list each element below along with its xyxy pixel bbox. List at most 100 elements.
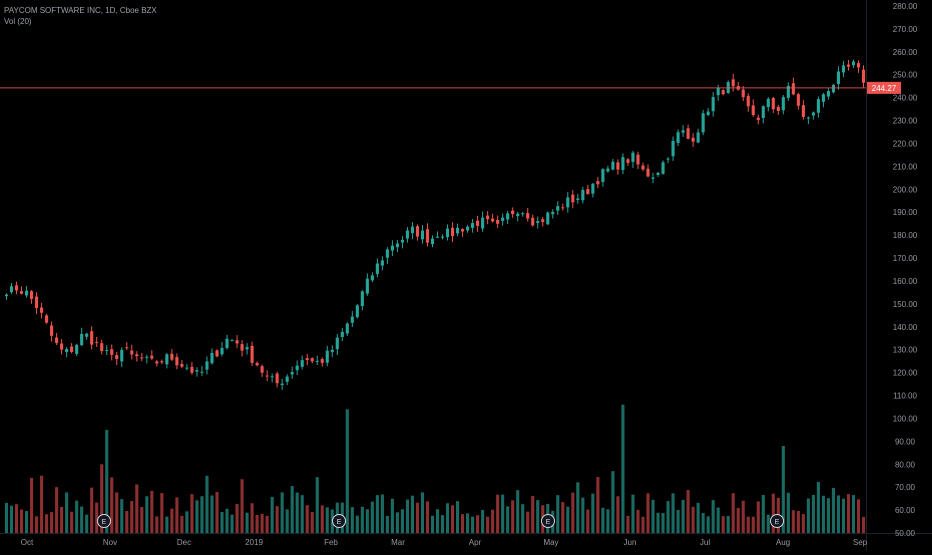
time-tick-label: Apr [469, 538, 482, 547]
candle-body [105, 349, 109, 351]
candle-body [340, 331, 344, 338]
volume-bar [646, 493, 650, 533]
candle-body [300, 360, 304, 367]
volume-bar [826, 498, 830, 533]
volume-bar [606, 509, 610, 533]
candle-body [646, 168, 650, 177]
candle-body [85, 333, 89, 337]
volume-bar [746, 516, 750, 533]
volume-bar [596, 476, 600, 533]
price-tick-label: 210.00 [893, 162, 918, 171]
volume-bar [410, 495, 415, 533]
time-tick-label: Dec [177, 538, 191, 547]
candle-body [846, 64, 851, 67]
volume-bar [345, 409, 349, 533]
candle-body [676, 132, 680, 143]
volume-bar [350, 507, 354, 533]
volume-bar [35, 516, 39, 533]
earnings-marker-label: E [546, 519, 551, 526]
candle-body [721, 90, 725, 95]
volume-bar [561, 502, 565, 533]
candle-body [9, 286, 14, 293]
volume-bar [591, 493, 595, 533]
volume-bar [315, 477, 319, 533]
earnings-marker [541, 514, 555, 528]
candle-body [826, 90, 830, 97]
candle-body [636, 154, 640, 165]
candle-body [425, 229, 430, 243]
volume-bar [771, 493, 775, 533]
price-tick-label: 200.00 [893, 185, 918, 194]
volume-bar [325, 507, 329, 533]
volume-bar [9, 505, 14, 533]
candle-body [656, 172, 660, 175]
volume-bar [531, 495, 535, 533]
volume-bar [75, 500, 79, 533]
volume-bar [370, 501, 374, 533]
volume-bar [761, 495, 765, 533]
candle-body [651, 177, 655, 179]
volume-bar [816, 481, 820, 533]
price-tick-label: 130.00 [893, 346, 918, 355]
candle-body [681, 130, 685, 133]
volume-bar [651, 499, 655, 533]
candle-body [100, 343, 104, 352]
candle-body [741, 89, 745, 98]
price-tick-label: 220.00 [893, 139, 918, 148]
volume-bar [14, 504, 19, 533]
time-tick-label: Jul [700, 538, 710, 547]
volume-bar [861, 516, 866, 533]
candle-body [400, 239, 404, 243]
candle-body [466, 226, 470, 231]
candle-body [440, 236, 445, 238]
volume-bar [270, 496, 274, 533]
candle-body [285, 376, 289, 382]
candle-body [701, 113, 705, 133]
candle-body [60, 343, 64, 350]
volume-bar [706, 516, 710, 533]
volume-bar [581, 497, 585, 533]
candle-body [180, 363, 184, 367]
volume-bar [736, 507, 740, 533]
volume-bar [741, 500, 745, 533]
candle-body [756, 117, 760, 121]
volume-bar [300, 495, 304, 533]
volume-bar [70, 511, 74, 533]
volume-bar [55, 487, 59, 533]
candle-body [435, 236, 440, 238]
volume-bar [491, 509, 495, 533]
candle-body [486, 215, 490, 220]
volume-bar [671, 493, 675, 533]
candle-body [801, 105, 805, 118]
candle-body [766, 98, 770, 108]
candle-body [430, 238, 435, 245]
volume-bar [265, 515, 269, 533]
volume-bar [85, 514, 89, 533]
candle-body [170, 353, 174, 360]
volume-bar [150, 490, 154, 533]
price-tick-label: 80.00 [895, 460, 916, 469]
volume-bar [24, 511, 29, 533]
candle-body [265, 375, 269, 377]
price-tick-label: 190.00 [893, 208, 918, 217]
earnings-marker-label: E [775, 519, 780, 526]
candle-body [686, 128, 690, 139]
candles-group [4, 59, 866, 390]
candle-body [516, 213, 520, 217]
volume-bar [450, 505, 455, 533]
volume-bar [110, 477, 114, 533]
volume-bar [255, 514, 259, 533]
volume-bar [721, 516, 725, 533]
candle-body [65, 348, 69, 353]
candle-body [70, 346, 74, 352]
volume-bar [130, 500, 134, 533]
price-tick-label: 140.00 [893, 323, 918, 332]
price-tick-label: 160.00 [893, 277, 918, 286]
volume-bar [601, 507, 605, 533]
candle-body [746, 95, 750, 107]
price-tick-label: 50.00 [895, 529, 916, 538]
volume-bar [571, 492, 575, 533]
volume-bar [496, 494, 500, 533]
volume-bar [40, 475, 44, 533]
